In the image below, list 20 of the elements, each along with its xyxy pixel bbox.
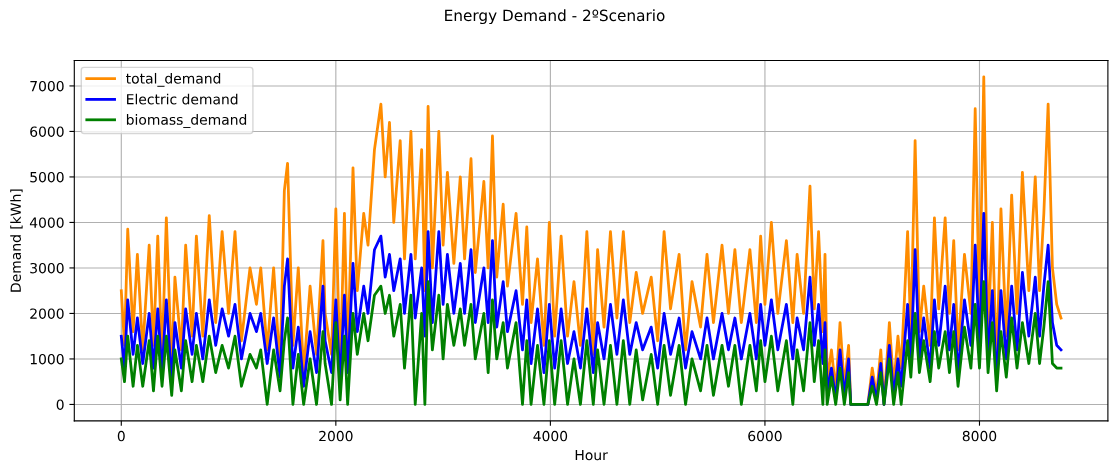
y-tick-label: 2000 [30,308,64,319]
legend-label: Electric demand [127,93,238,105]
y-tick-label: 1000 [30,353,64,365]
y-axis-title: Demand [kWh] [10,189,23,292]
y-tick-label: 3000 [30,262,64,274]
x-tick-label: 4000 [533,430,568,442]
legend-label: total_demand [126,72,221,87]
legend-label: biomass_demand [126,114,247,128]
x-tick-label: 0 [117,430,125,442]
y-tick-label: 7000 [30,80,64,92]
x-tick-label: 2000 [319,430,353,442]
y-tick-label: 6000 [30,126,64,137]
x-tick-label: 6000 [748,430,782,442]
chart-title: Energy Demand - 2ºScenario [445,9,665,25]
y-tick-label: 0 [56,399,64,410]
x-tick-label: 8000 [962,430,997,442]
x-axis-title: Hour [575,449,608,461]
line-series [119,280,1063,406]
y-tick-label: 5000 [30,171,64,183]
y-tick-label: 4000 [29,217,64,228]
